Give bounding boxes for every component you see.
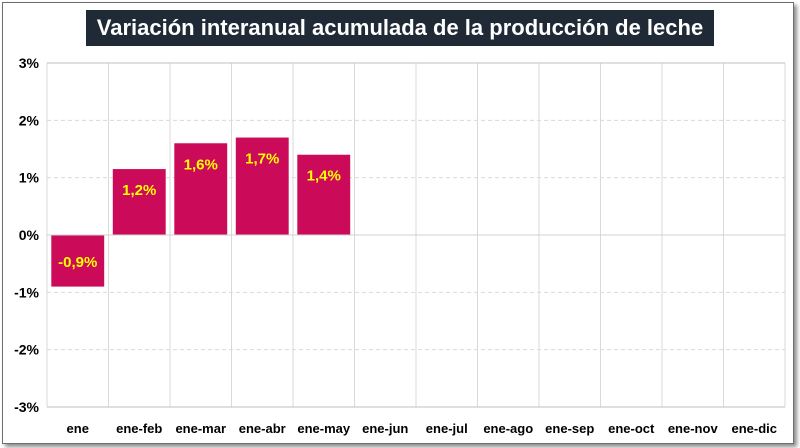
- x-tick-label: ene-ago: [483, 421, 533, 436]
- x-tick-label: ene-sep: [545, 421, 594, 436]
- x-tick-label: ene-nov: [668, 421, 719, 436]
- bar-ene-may: [297, 154, 351, 235]
- y-tick-label: -2%: [14, 342, 39, 358]
- x-tick-label: ene-mar: [175, 421, 226, 436]
- x-tick-label: ene: [67, 421, 89, 436]
- data-label-ene-abr: 1,7%: [245, 151, 279, 168]
- y-tick-label: 2%: [19, 112, 40, 128]
- bar-ene-mar: [174, 143, 228, 235]
- chart-title: Variación interanual acumulada de la pro…: [86, 10, 714, 46]
- data-label-ene-may: 1,4%: [307, 168, 341, 185]
- data-label-ene-feb: 1,2%: [122, 182, 156, 199]
- y-tick-label: 1%: [19, 170, 40, 186]
- data-labels: -0,9% 1,2% 1,6% 1,7% 1,4%: [58, 151, 341, 271]
- x-tick-label: ene-jul: [426, 421, 468, 436]
- data-label-ene-mar: 1,6%: [184, 156, 218, 173]
- y-tick-label: -3%: [14, 399, 39, 415]
- x-tick-label: ene-feb: [116, 421, 162, 436]
- x-tick-label: ene-jun: [362, 421, 408, 436]
- y-tick-label: 3%: [19, 55, 40, 71]
- x-tick-label: ene-dic: [731, 421, 777, 436]
- bar-ene: [51, 235, 105, 287]
- y-tick-label: 0%: [19, 227, 40, 243]
- data-label-ene: -0,9%: [58, 254, 97, 271]
- x-tick-label: ene-oct: [608, 421, 655, 436]
- x-tick-label: ene-abr: [239, 421, 286, 436]
- y-tick-label: -1%: [14, 284, 39, 300]
- bar-ene-feb: [112, 169, 166, 235]
- axes: 3% 2% 1% 0% -1% -2% -3% ene ene-feb ene-mar ene-ab…: [14, 55, 785, 436]
- bar-ene-abr: [235, 137, 289, 235]
- x-tick-label: ene-may: [297, 421, 351, 436]
- bars: [51, 137, 351, 287]
